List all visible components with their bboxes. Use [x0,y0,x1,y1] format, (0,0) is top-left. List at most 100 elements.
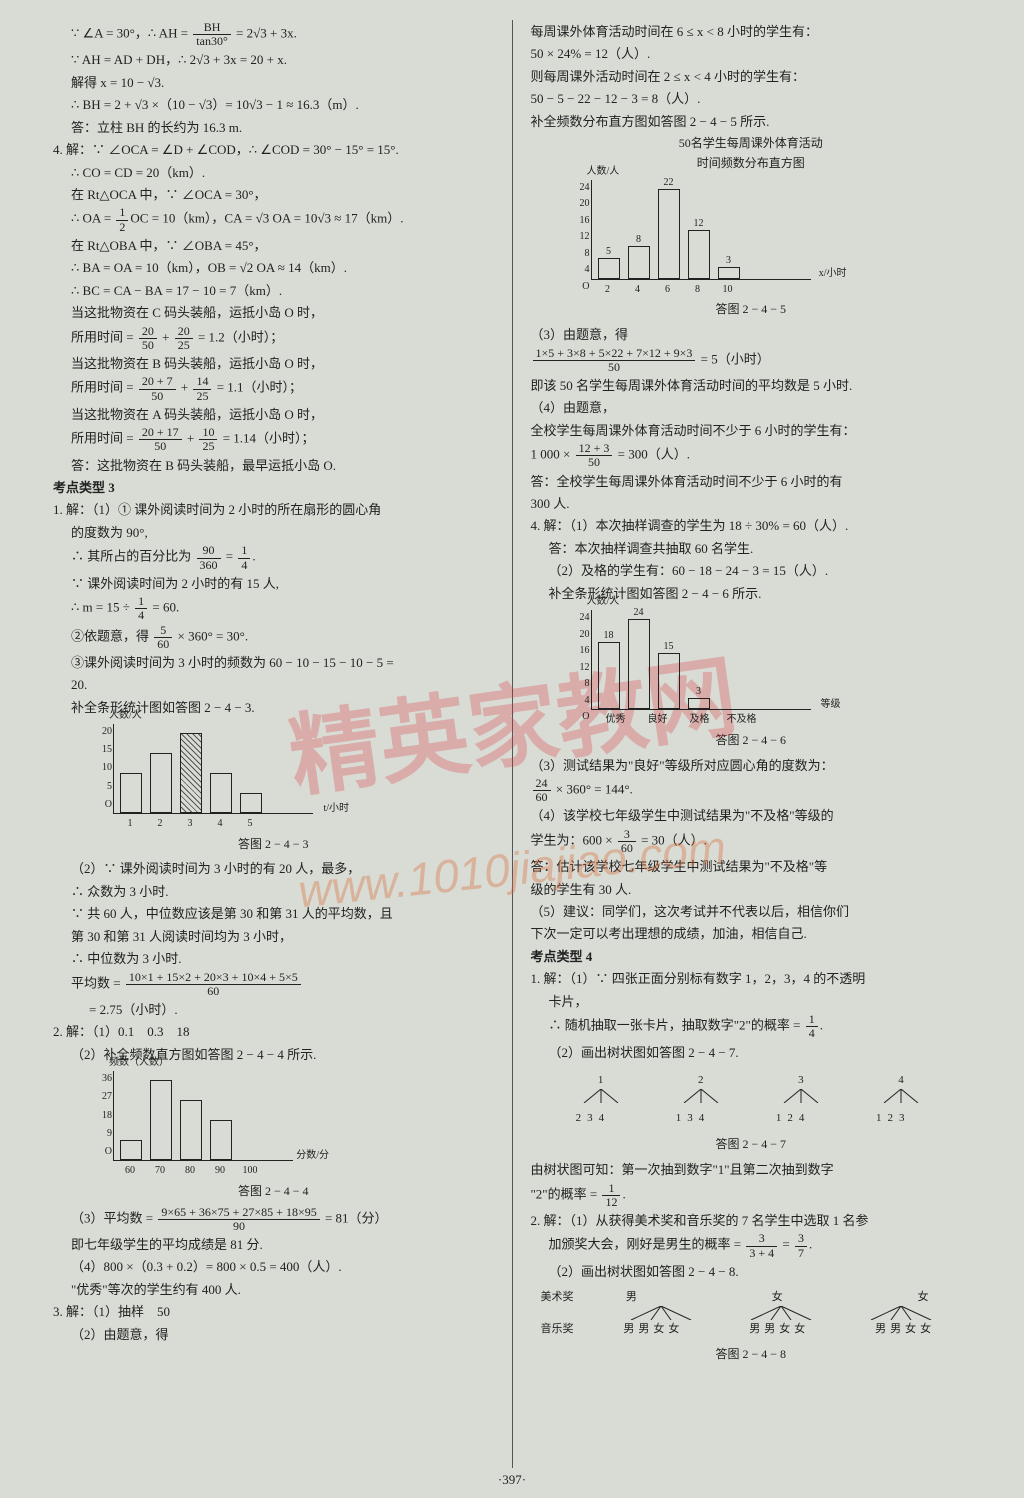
text: 答：本次抽样调查共抽取 60 名学生. [531,538,972,559]
tree-caption: 答图 2 − 4 − 7 [531,1135,972,1155]
frac-num: 24 [533,777,551,791]
tree-diagram-2: 美术奖 男女女 音乐奖 男男女女男男女女男男女女 [541,1288,962,1338]
text: ∴ 其所占的百分比为 [71,549,195,564]
frac-num: 20 + 17 [139,426,182,440]
text: 所用时间 = [71,431,137,446]
bar: 8 [628,246,650,279]
tree-caption: 答图 2 − 4 − 8 [531,1345,972,1365]
text: 3. 解：（1）抽样 50 [53,1301,494,1322]
frac-num: 1 [806,1013,818,1027]
x-tick: 5 [239,816,261,833]
frac-num: 3 [746,1232,777,1246]
text: 则每周课外活动时间在 2 ≤ x < 4 小时的学生有： [531,66,972,87]
text: × 360° = 144°. [553,782,633,797]
frac-num: 1 [238,544,250,558]
text: + [178,380,192,395]
frac-den: 50 [139,390,176,403]
frac-den: 4 [806,1027,818,1040]
x-axis-label: x/小时 [819,266,847,283]
text: = 1.14（小时）； [219,431,314,446]
text: ∵ 共 60 人，中位数应该是第 30 和第 31 人的平均数，且 [53,903,494,924]
frac-num: 5 [154,624,172,638]
tree-root: 3124 [776,1071,826,1127]
text: . [252,549,255,564]
frac-den: 360 [197,559,221,572]
bar [210,1120,232,1160]
text: ∴ BA = OA = 10（km），OB = √2 OA ≈ 14（km）. [53,257,494,278]
text: ∴ 众数为 3 小时. [53,881,494,902]
tree-root: 1234 [576,1071,626,1127]
text: ∴ CO = CD = 20（km）. [53,162,494,183]
section-heading: 考点类型 3 [53,477,494,498]
page-number: ·397· [498,1472,526,1488]
frac-num: 10 [199,426,217,440]
text: 由树状图可知：第一次抽到数字"1"且第二次抽到数字 [531,1159,972,1180]
text: 补全频数分布直方图如答图 2 − 4 − 5 所示. [531,111,972,132]
text: ∵ ∠A = 30°，∴ AH = [71,26,191,41]
bar [150,753,172,813]
text: 答：估计该学校七年级学生中测试结果为"不及格"等 [531,856,972,877]
tree-diagram-1: 1234213431244123 [551,1071,952,1127]
x-tick: 90 [209,1163,231,1180]
frac-den: 4 [238,559,250,572]
page-container: ∵ ∠A = 30°，∴ AH = BHtan30° = 2√3 + 3x. ∵… [0,0,1024,1498]
y-axis-label: 人数/人 [109,708,142,725]
text: 全校学生每周课外体育活动时间不少于 6 小时的学生有： [531,420,972,441]
bar: 15 [658,653,680,709]
text: （4）由题意， [531,397,972,418]
text: ∴ 中位数为 3 小时. [53,948,494,969]
bar [180,733,202,813]
bar: 3 [718,267,740,279]
frac-den: tan30° [193,35,230,48]
frac-den: 7 [795,1247,807,1260]
text: 在 Rt△OBA 中，∵ ∠OBA = 45°， [53,235,494,256]
text: （4）800 ×（0.3 + 0.2）= 800 × 0.5 = 400（人）. [53,1256,494,1277]
frac-num: 20 + 7 [139,375,176,389]
bar-chart-1: 人数/人 2015105O t/小时 12345 [113,724,494,833]
text: = [779,1237,793,1252]
text: ∴ BC = CA − BA = 17 − 10 = 7（km）. [53,280,494,301]
text: 20. [53,674,494,695]
text: 即七年级学生的平均成绩是 81 分. [53,1234,494,1255]
frac-den: 60 [618,842,636,855]
text: . [809,1237,812,1252]
text: 加颁奖大会，刚好是男生的概率 = [549,1237,745,1252]
text: 300 人. [531,493,972,514]
frac-den: 12 [602,1196,620,1209]
text: + [184,431,198,446]
bar: 12 [688,230,710,279]
text: （2）画出树状图如答图 2 − 4 − 7. [531,1042,972,1063]
frac-den: 4 [135,609,147,622]
text: 的度数为 90°, [53,522,494,543]
tree-root: 2134 [676,1071,726,1127]
x-tick: 优秀 [597,712,635,729]
text: （3）平均数 = [71,1210,156,1225]
text: ∵ AH = AD + DH，∴ 2√3 + 3x = 20 + x. [53,49,494,70]
text: = 1.2（小时）； [195,329,284,344]
text: = 5（小时） [697,351,769,366]
text: "2"的概率 = [531,1186,601,1201]
bar [240,793,262,813]
text: = 81（分） [322,1210,388,1225]
frac-num: 12 + 3 [576,442,613,456]
text: 4. 解：∵ ∠OCA = ∠D + ∠COD，∴ ∠COD = 30° − 1… [53,139,494,160]
frac-den: 3 + 4 [746,1247,777,1260]
text: 平均数 = [71,975,124,990]
text: = 60. [149,600,179,615]
frac-den: 60 [533,791,551,804]
frac-num: 1×5 + 3×8 + 5×22 + 7×12 + 9×3 [533,347,696,361]
x-tick: 3 [179,816,201,833]
text: 1. 解：（1）∵ 四张正面分别标有数字 1，2，3，4 的不透明 [531,968,972,989]
bar: 18 [598,642,620,710]
frac-num: 10×1 + 15×2 + 20×3 + 10×4 + 5×5 [126,971,301,985]
text: 级的学生有 30 人. [531,879,972,900]
text: "优秀"等次的学生约有 400 人. [53,1279,494,1300]
text: . [820,1018,823,1033]
frac-den: 60 [154,638,172,651]
text: 答：这批物资在 B 码头装船，最早运抵小岛 O. [53,455,494,476]
text: （5）建议：同学们，这次考试并不代表以后，相信你们 [531,901,972,922]
text: 所用时间 = [71,329,137,344]
text: 1 000 × [531,447,574,462]
text: （2）由题意，得 [53,1324,494,1345]
bar: 24 [628,619,650,709]
